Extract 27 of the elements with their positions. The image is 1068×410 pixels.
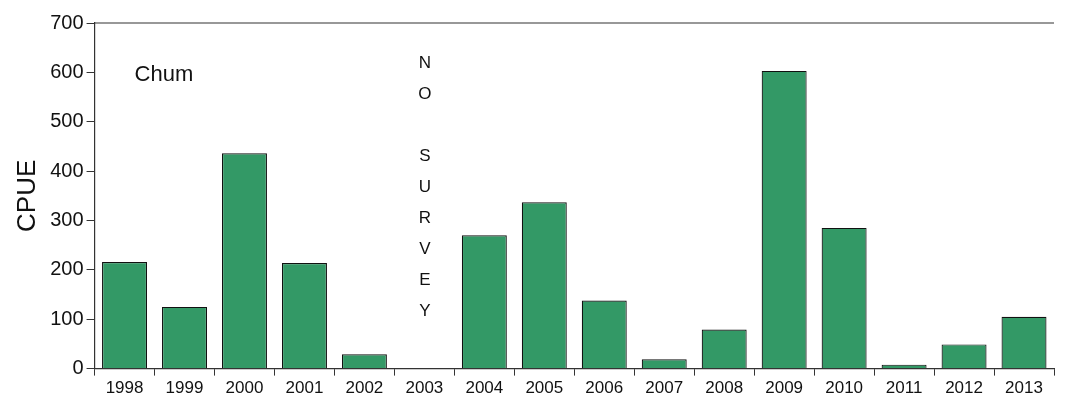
- x-tick-label: 2001: [285, 378, 324, 398]
- y-tick-label: 700: [50, 10, 84, 33]
- x-tick-label: 2008: [705, 378, 744, 398]
- x-tick-label: 2012: [945, 378, 983, 398]
- x-tick-label: 2007: [645, 378, 684, 398]
- y-tick-label: 200: [50, 257, 84, 280]
- annotation: NO SURVEY: [414, 52, 436, 332]
- x-tick-label: 2006: [585, 378, 624, 398]
- x-tick-label: 2003: [405, 378, 444, 398]
- y-tick-label: 100: [50, 306, 84, 329]
- x-tick-label: 2002: [345, 378, 384, 398]
- x-tick-label: 2004: [465, 378, 504, 398]
- x-tick-label: 1999: [165, 378, 204, 398]
- x-tick-label: 1998: [105, 378, 144, 398]
- x-tick-label: 2010: [825, 378, 864, 398]
- y-tick-label: 300: [50, 208, 84, 230]
- x-tick-label: 2000: [225, 378, 264, 398]
- x-tick-label: 2013: [1005, 378, 1043, 398]
- y-axis-title: CPUE: [10, 159, 41, 232]
- annotation: Chum: [134, 61, 194, 87]
- y-tick-label: 400: [50, 158, 84, 181]
- x-tick-label: 2005: [525, 378, 564, 398]
- x-tick-label: 2009: [765, 378, 804, 398]
- y-tick-label: 0: [72, 356, 84, 379]
- x-tick-label: 2011: [885, 378, 923, 398]
- y-tick-label: 500: [50, 109, 84, 132]
- y-tick-label: 600: [50, 59, 84, 82]
